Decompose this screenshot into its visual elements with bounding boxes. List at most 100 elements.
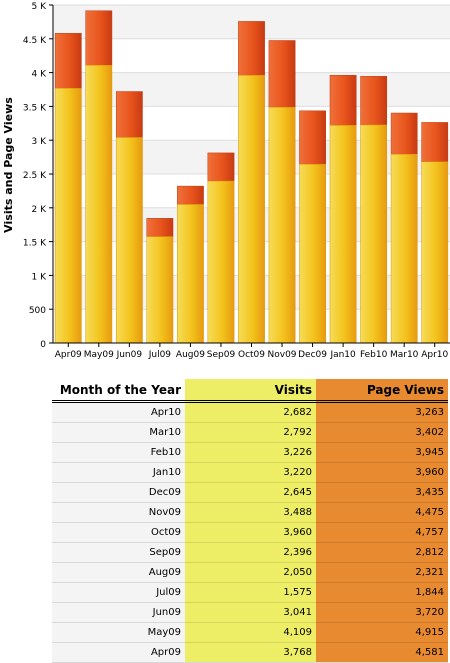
table-row: May09 4,109 4,915 <box>52 622 448 643</box>
bar-page-views <box>421 122 449 162</box>
cell-page-views: 4,475 <box>316 502 448 523</box>
bar-visits <box>421 161 449 344</box>
header-month: Month of the Year <box>52 379 185 403</box>
cell-month: Mar10 <box>52 422 185 443</box>
bar-page-views <box>329 75 357 126</box>
table-row: Nov09 3,488 4,475 <box>52 502 448 523</box>
cell-page-views: 4,581 <box>316 642 448 663</box>
bar-page-views <box>146 218 174 237</box>
cell-page-views: 2,812 <box>316 542 448 563</box>
y-tick-label: 500 <box>29 306 46 316</box>
cell-month: Jun09 <box>52 602 185 623</box>
y-tick-label: 3 K <box>32 137 48 147</box>
bars <box>54 10 449 344</box>
cell-page-views: 3,402 <box>316 422 448 443</box>
chart-area: 0 500 1 K 1.5 K 2 K 2.5 K 3 K 3.5 K 4 K 4.5 K 5 K A… <box>2 2 450 360</box>
table-row: Apr10 2,682 3,263 <box>52 401 448 423</box>
bar-visits <box>177 204 204 344</box>
y-tick-label: 2.5 K <box>23 171 47 181</box>
cell-visits: 2,792 <box>185 422 316 443</box>
x-tick-label: Jan10 <box>329 350 356 360</box>
cell-month: Apr10 <box>52 401 185 423</box>
x-tick-label: Mar10 <box>390 350 419 360</box>
bar-page-views <box>207 152 235 182</box>
table-row: Apr09 3,768 4,581 <box>52 642 448 663</box>
cell-visits: 2,682 <box>185 401 316 423</box>
cell-visits: 2,050 <box>185 562 316 583</box>
cell-visits: 3,768 <box>185 642 316 663</box>
cell-month: May09 <box>52 622 185 643</box>
header-visits: Visits <box>185 379 316 403</box>
y-tick-label: 4 K <box>32 70 48 80</box>
table-row: Jul09 1,575 1,844 <box>52 582 448 603</box>
x-tick-label: Jul09 <box>148 350 172 360</box>
bar-page-views <box>115 91 143 138</box>
cell-visits: 3,041 <box>185 602 316 623</box>
cell-visits: 4,109 <box>185 622 316 643</box>
cell-month: Feb10 <box>52 442 185 463</box>
bar-page-views <box>360 76 388 126</box>
cell-month: Nov09 <box>52 502 185 523</box>
cell-month: Oct09 <box>52 522 185 543</box>
bar-page-views <box>85 10 113 66</box>
bar-page-views <box>268 40 296 108</box>
bar-page-views <box>238 21 265 76</box>
x-tick-label: Oct09 <box>238 350 265 360</box>
bar-visits <box>146 236 174 344</box>
x-tick-label: Feb10 <box>360 350 388 360</box>
x-tick-label: Apr09 <box>55 350 82 360</box>
x-tick-label: Aug09 <box>176 350 205 360</box>
bar-visits <box>268 106 296 344</box>
x-tick-label: May09 <box>84 350 114 360</box>
table-row: Jan10 3,220 3,960 <box>52 462 448 483</box>
cell-page-views: 3,960 <box>316 462 448 483</box>
y-tick-label: 0 <box>40 340 46 350</box>
bar-page-views <box>177 185 204 205</box>
cell-page-views: 3,720 <box>316 602 448 623</box>
y-tick-label: 4.5 K <box>23 36 47 46</box>
x-tick-label: Apr10 <box>421 350 448 360</box>
table-row: Aug09 2,050 2,321 <box>52 562 448 583</box>
bar-visits <box>390 154 418 344</box>
cell-page-views: 2,321 <box>316 562 448 583</box>
cell-month: Jul09 <box>52 582 185 603</box>
table-row: Jun09 3,041 3,720 <box>52 602 448 623</box>
cell-visits: 1,575 <box>185 582 316 603</box>
cell-visits: 2,396 <box>185 542 316 563</box>
table-row: Sep09 2,396 2,812 <box>52 542 448 563</box>
header-page-views: Page Views <box>316 379 448 403</box>
cell-visits: 2,645 <box>185 482 316 503</box>
cell-visits: 3,220 <box>185 462 316 483</box>
cell-visits: 3,226 <box>185 442 316 463</box>
y-tick-label: 1 K <box>32 272 48 282</box>
table-row: Mar10 2,792 3,402 <box>52 422 448 443</box>
y-tick-label: 3.5 K <box>23 103 47 113</box>
bar-page-views <box>390 112 418 155</box>
bar-visits <box>238 75 265 344</box>
table-header-row: Month of the Year Visits Page Views <box>52 379 448 403</box>
y-tick-label: 5 K <box>32 2 48 12</box>
axes: 0 500 1 K 1.5 K 2 K 2.5 K 3 K 3.5 K 4 K 4.5 K 5 K A… <box>23 2 450 360</box>
x-tick-label: Nov09 <box>268 350 297 360</box>
table-row: Oct09 3,960 4,757 <box>52 522 448 543</box>
table-row: Feb10 3,226 3,945 <box>52 442 448 463</box>
y-tick-label: 2 K <box>32 205 48 215</box>
cell-month: Sep09 <box>52 542 185 563</box>
bar-chart: 0 500 1 K 1.5 K 2 K 2.5 K 3 K 3.5 K 4 K 4.5 K 5 K A… <box>2 2 450 360</box>
cell-month: Aug09 <box>52 562 185 583</box>
bar-visits <box>85 64 113 344</box>
y-tick-label: 1.5 K <box>23 239 47 249</box>
cell-page-views: 3,945 <box>316 442 448 463</box>
bar-visits <box>115 137 143 344</box>
cell-visits: 3,488 <box>185 502 316 523</box>
cell-month: Jan10 <box>52 462 185 483</box>
cell-page-views: 3,435 <box>316 482 448 503</box>
x-tick-label: Jun09 <box>116 350 143 360</box>
bar-visits <box>329 125 357 344</box>
x-tick-label: Sep09 <box>207 350 236 360</box>
cell-page-views: 4,915 <box>316 622 448 643</box>
cell-page-views: 3,263 <box>316 401 448 423</box>
table-body: Apr10 2,682 3,263 Mar10 2,792 3,402 Feb10 3,226… <box>52 401 448 663</box>
bar-visits <box>360 124 388 344</box>
cell-page-views: 1,844 <box>316 582 448 603</box>
